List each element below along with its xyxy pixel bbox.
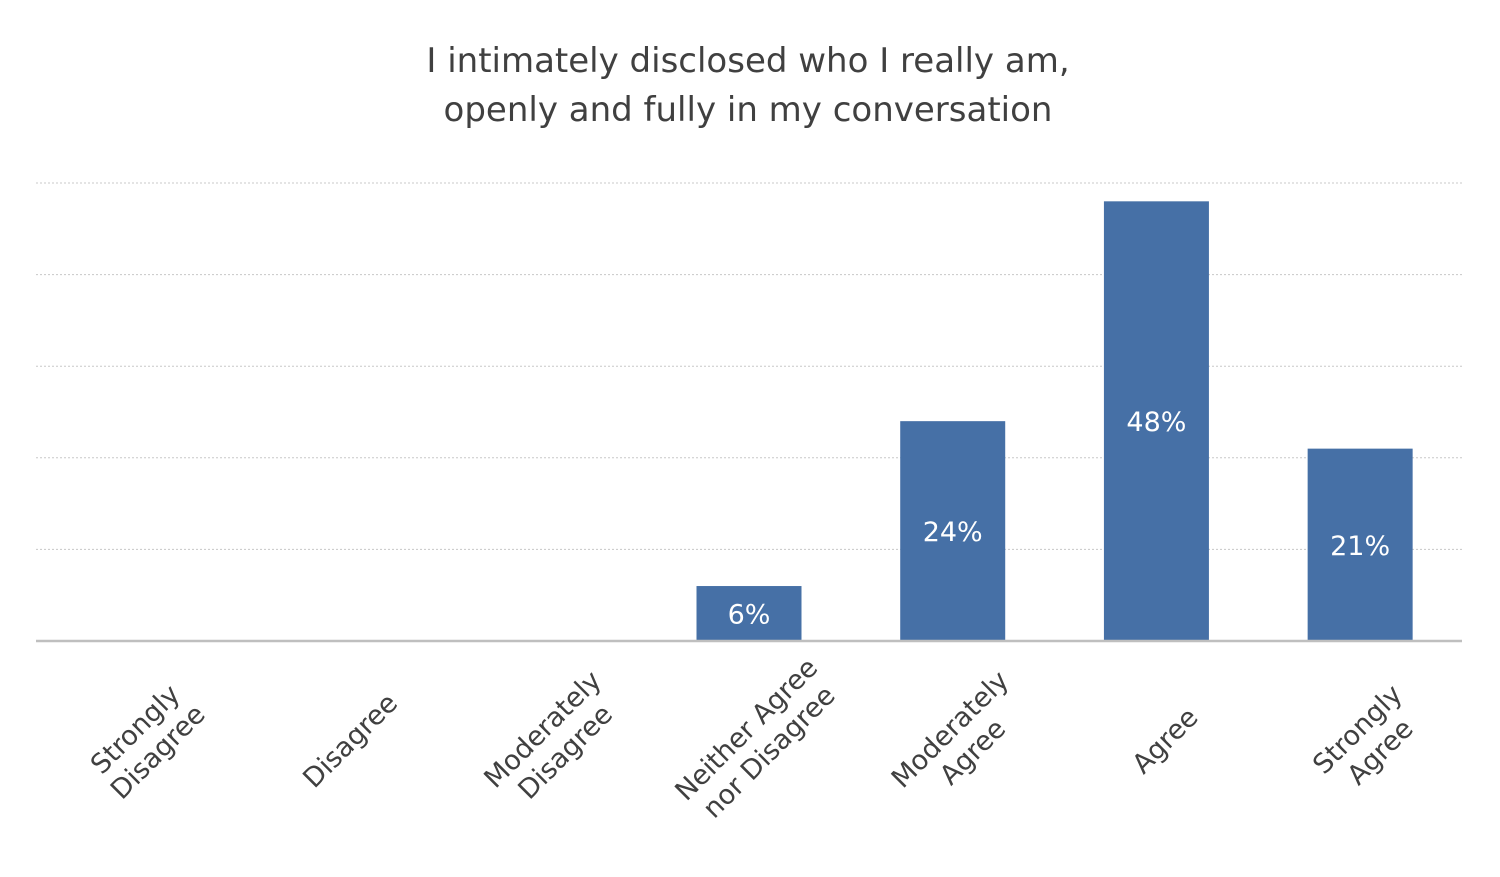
gridlines xyxy=(36,182,1462,550)
x-tick-label: Disagree xyxy=(297,688,404,795)
bar xyxy=(1307,448,1413,641)
chart-title-line-2: openly and fully in my conversation xyxy=(444,90,1053,130)
x-tick-label: Agree xyxy=(1126,702,1204,780)
bar xyxy=(900,421,1006,641)
x-tick-label-line: Disagree xyxy=(297,688,404,795)
data-label: 21% xyxy=(1330,531,1390,562)
bars xyxy=(696,201,1413,641)
chart-title-line-1: I intimately disclosed who I really am, xyxy=(426,41,1069,81)
data-labels: 6% 24% 48% 21% xyxy=(728,407,1391,630)
data-label: 24% xyxy=(923,517,983,548)
data-label: 6% xyxy=(728,600,771,631)
bar xyxy=(696,586,802,641)
data-label: 48% xyxy=(1126,407,1186,438)
x-tick-label-line: Agree xyxy=(1126,702,1204,780)
bar xyxy=(1103,201,1209,641)
